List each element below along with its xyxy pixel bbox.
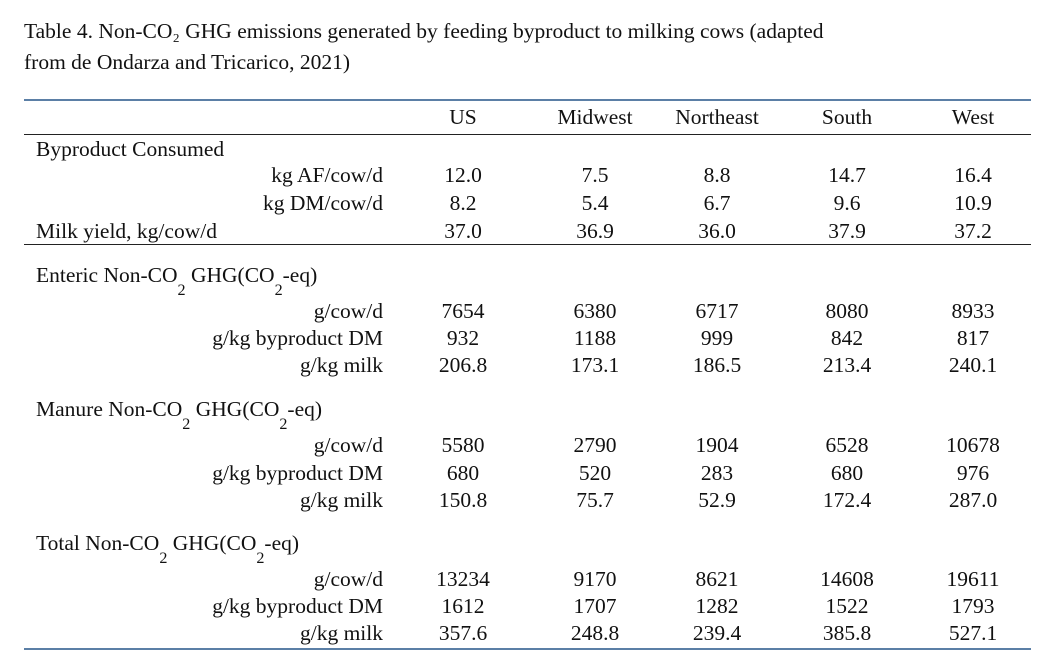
cell: 6528 (825, 433, 869, 457)
cell: 10.9 (954, 191, 992, 215)
cell: 1793 (951, 594, 995, 618)
cell: 817 (956, 326, 990, 350)
cell: 8621 (695, 567, 739, 591)
cell: 527.1 (948, 621, 998, 645)
cell: 14608 (820, 567, 874, 591)
cell: 37.2 (954, 219, 992, 243)
cell: 1522 (825, 594, 869, 618)
row-label: g/cow/d (313, 433, 383, 457)
cell: 8933 (951, 299, 995, 323)
col-header-west: West (951, 105, 995, 129)
cell: 36.9 (576, 219, 614, 243)
section-rule (24, 244, 1031, 245)
cell: 7654 (441, 299, 485, 323)
table-top-rule (24, 99, 1031, 101)
col-header-midwest: Midwest (557, 105, 633, 129)
cell: 75.7 (576, 488, 614, 512)
cell: 37.9 (828, 219, 866, 243)
cell: 173.1 (570, 353, 620, 377)
row-label: kg DM/cow/d (262, 191, 383, 215)
cell: 9170 (573, 567, 617, 591)
cell: 1282 (695, 594, 739, 618)
row-label: g/kg byproduct DM (212, 461, 383, 485)
table-caption: Table 4. Non-CO₂ GHG emissions generated… (24, 16, 1014, 78)
cell: 680 (830, 461, 864, 485)
row-label: kg AF/cow/d (271, 163, 383, 187)
cell: 186.5 (692, 353, 742, 377)
col-header-us: US (449, 105, 477, 129)
cell: 14.7 (828, 163, 866, 187)
caption-line-1: Table 4. Non-CO₂ GHG emissions generated… (24, 19, 824, 43)
header-rule (24, 134, 1031, 135)
row-label-milk-yield: Milk yield, kg/cow/d (36, 219, 217, 243)
cell: 248.8 (570, 621, 620, 645)
cell: 52.9 (698, 488, 736, 512)
cell: 36.0 (698, 219, 736, 243)
cell: 999 (700, 326, 734, 350)
cell: 7.5 (581, 163, 609, 187)
cell: 10678 (946, 433, 1000, 457)
section-title-enteric: Enteric Non-CO2 GHG(CO2-eq) (36, 263, 318, 299)
cell: 2790 (573, 433, 617, 457)
cell: 1612 (441, 594, 485, 618)
cell: 8080 (825, 299, 869, 323)
cell: 976 (956, 461, 990, 485)
cell: 680 (446, 461, 480, 485)
row-label: g/cow/d (313, 299, 383, 323)
table-bottom-rule (24, 648, 1031, 650)
section-title-byproduct: Byproduct Consumed (36, 137, 225, 161)
cell: 1707 (573, 594, 617, 618)
row-label: g/kg milk (299, 621, 383, 645)
cell: 357.6 (438, 621, 488, 645)
cell: 283 (700, 461, 734, 485)
cell: 8.8 (703, 163, 731, 187)
row-label: g/kg byproduct DM (212, 594, 383, 618)
cell: 385.8 (822, 621, 872, 645)
row-label: g/kg milk (299, 353, 383, 377)
cell: 520 (578, 461, 612, 485)
cell: 19611 (946, 567, 1000, 591)
cell: 6717 (695, 299, 739, 323)
cell: 8.2 (449, 191, 477, 215)
section-title-manure: Manure Non-CO2 GHG(CO2-eq) (36, 397, 323, 433)
cell: 1904 (695, 433, 739, 457)
row-label: g/cow/d (313, 567, 383, 591)
cell: 206.8 (438, 353, 488, 377)
cell: 932 (446, 326, 480, 350)
cell: 16.4 (954, 163, 992, 187)
cell: 12.0 (444, 163, 482, 187)
cell: 842 (830, 326, 864, 350)
cell: 6380 (573, 299, 617, 323)
cell: 287.0 (948, 488, 998, 512)
cell: 9.6 (833, 191, 861, 215)
cell: 6.7 (703, 191, 731, 215)
caption-line-2: from de Ondarza and Tricarico, 2021) (24, 50, 350, 74)
cell: 5.4 (581, 191, 609, 215)
cell: 239.4 (692, 621, 742, 645)
cell: 213.4 (822, 353, 872, 377)
col-header-south: South (821, 105, 873, 129)
col-header-northeast: Northeast (675, 105, 759, 129)
cell: 5580 (441, 433, 485, 457)
cell: 13234 (436, 567, 490, 591)
cell: 240.1 (948, 353, 998, 377)
row-label: g/kg byproduct DM (212, 326, 383, 350)
cell: 150.8 (438, 488, 488, 512)
row-label: g/kg milk (299, 488, 383, 512)
cell: 1188 (573, 326, 617, 350)
cell: 37.0 (444, 219, 482, 243)
section-title-total: Total Non-CO2 GHG(CO2-eq) (36, 531, 300, 567)
cell: 172.4 (822, 488, 872, 512)
